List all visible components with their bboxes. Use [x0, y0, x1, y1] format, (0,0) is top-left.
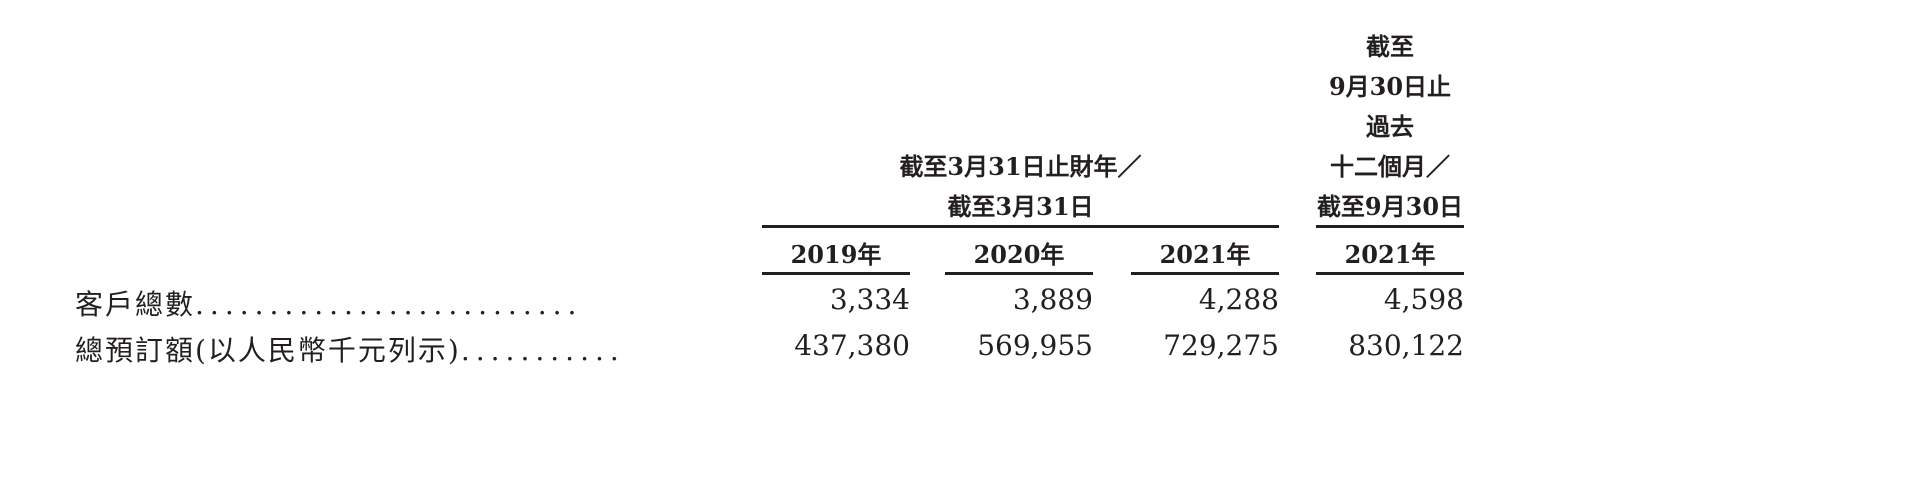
ltm-header-rule: [1316, 225, 1464, 228]
table-row: 客戶總數..........................: [75, 283, 582, 323]
cell-value: 4,598: [1383, 283, 1464, 316]
dot-leader: ..........................: [195, 288, 583, 321]
ltm-header-line: 截至: [1366, 32, 1414, 61]
year-rule: [762, 272, 910, 275]
ltm-header-line: 截至9月30日: [1316, 192, 1464, 221]
year-header: 2021年: [1159, 240, 1251, 269]
fy-header: 截至3月31日止財年／ 截至3月31日: [762, 147, 1279, 227]
fy-header-line: 截至3月31日止財年／: [899, 152, 1142, 181]
year-rule: [1316, 272, 1464, 275]
cell-value: 3,334: [829, 283, 910, 316]
row-label: 總預訂額(以人民幣千元列示): [75, 334, 461, 367]
ltm-header-line: 十二個月／: [1330, 152, 1450, 181]
ltm-header-line: 過去: [1366, 112, 1414, 141]
year-rule: [1131, 272, 1279, 275]
cell-value: 569,955: [977, 329, 1093, 362]
cell-value: 830,122: [1348, 329, 1464, 362]
year-rule: [945, 272, 1093, 275]
cell-value: 4,288: [1198, 283, 1279, 316]
ltm-header-line: 9月30日止: [1328, 72, 1452, 101]
table-row: 總預訂額(以人民幣千元列示)...........: [75, 329, 625, 369]
year-header: 2021年: [1344, 240, 1436, 269]
dot-leader: ...........: [460, 334, 625, 367]
year-header: 2020年: [973, 240, 1065, 269]
fy-header-line: 截至3月31日: [947, 192, 1094, 221]
cell-value: 3,889: [1012, 283, 1093, 316]
ltm-header: 截至 9月30日止 過去 十二個月／ 截至9月30日: [1300, 27, 1480, 227]
year-header: 2019年: [790, 240, 882, 269]
fy-header-rule: [762, 225, 1279, 228]
row-label: 客戶總數: [75, 288, 196, 321]
cell-value: 729,275: [1163, 329, 1279, 362]
cell-value: 437,380: [794, 329, 910, 362]
